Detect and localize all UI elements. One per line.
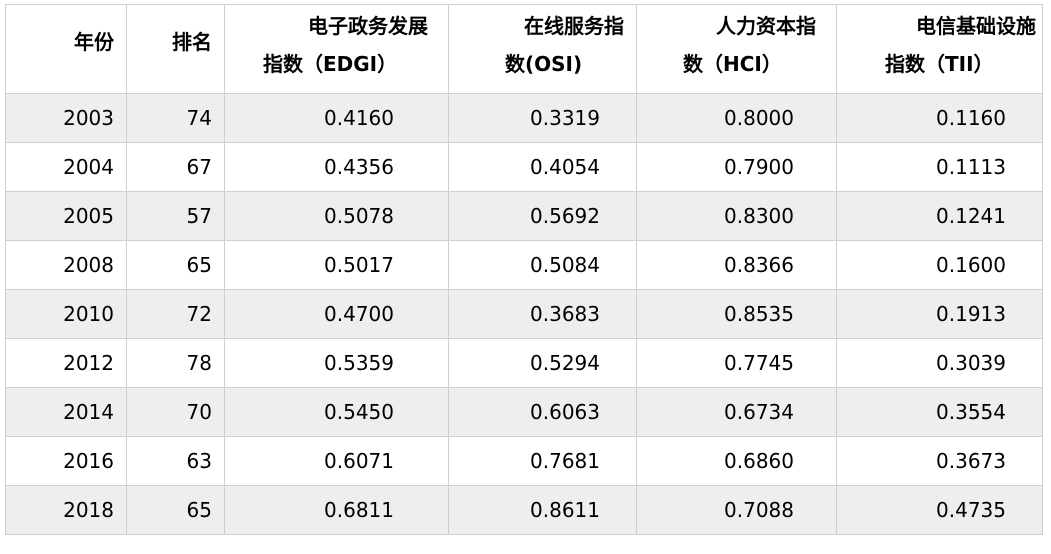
cell-edgi: 0.5078: [224, 191, 449, 241]
header-edgi-wrap: 电子政务发展 指数（EDGI）: [226, 6, 448, 84]
cell-hci: 0.8366: [636, 240, 837, 290]
header-hci-wrap: 人力资本指 数（HCI）: [638, 6, 836, 84]
cell-osi: 0.3683: [448, 289, 637, 339]
cell-tii: 0.3039: [836, 338, 1043, 388]
table-row: 2014 70 0.5450 0.6063 0.6734 0.3554: [5, 387, 1043, 437]
header-edgi-line1: 电子政务发展: [308, 14, 428, 38]
cell-hci: 0.7088: [636, 485, 837, 535]
cell-year: 2014: [5, 387, 127, 437]
header-osi-line2: 数(OSI): [505, 52, 583, 76]
table-row: 2012 78 0.5359 0.5294 0.7745 0.3039: [5, 338, 1043, 388]
cell-rank: 65: [126, 485, 225, 535]
cell-edgi: 0.4356: [224, 142, 449, 192]
cell-year: 2005: [5, 191, 127, 241]
cell-hci: 0.8535: [636, 289, 837, 339]
cell-tii: 0.3673: [836, 436, 1043, 486]
cell-tii: 0.1113: [836, 142, 1043, 192]
cell-edgi: 0.4700: [224, 289, 449, 339]
table-row: 2008 65 0.5017 0.5084 0.8366 0.1600: [5, 240, 1043, 290]
cell-edgi: 0.5359: [224, 338, 449, 388]
cell-rank: 70: [126, 387, 225, 437]
cell-hci: 0.6860: [636, 436, 837, 486]
data-table: 年份 排名 电子政务发展 指数（EDGI） 在线服务指 数(OSI) 人力资本指: [5, 4, 1043, 535]
header-row: 年份 排名 电子政务发展 指数（EDGI） 在线服务指 数(OSI) 人力资本指: [5, 4, 1043, 94]
header-edgi-line2: 指数（EDGI）: [263, 52, 398, 76]
table-row: 2016 63 0.6071 0.7681 0.6860 0.3673: [5, 436, 1043, 486]
cell-edgi: 0.4160: [224, 93, 449, 143]
cell-hci: 0.6734: [636, 387, 837, 437]
cell-year: 2010: [5, 289, 127, 339]
cell-edgi: 0.5017: [224, 240, 449, 290]
header-osi: 在线服务指 数(OSI): [448, 4, 637, 94]
header-hci: 人力资本指 数（HCI）: [636, 4, 837, 94]
cell-rank: 78: [126, 338, 225, 388]
header-tii-line1: 电信基础设施: [916, 14, 1036, 38]
header-tii-line2: 指数（TII）: [885, 52, 994, 76]
header-rank: 排名: [126, 4, 225, 94]
table-header: 年份 排名 电子政务发展 指数（EDGI） 在线服务指 数(OSI) 人力资本指: [5, 4, 1043, 94]
cell-osi: 0.4054: [448, 142, 637, 192]
cell-year: 2016: [5, 436, 127, 486]
cell-rank: 65: [126, 240, 225, 290]
header-hci-line2: 数（HCI）: [683, 52, 782, 76]
table-row: 2004 67 0.4356 0.4054 0.7900 0.1113: [5, 142, 1043, 192]
header-year-label: 年份: [74, 30, 114, 54]
cell-hci: 0.7900: [636, 142, 837, 192]
cell-hci: 0.8300: [636, 191, 837, 241]
cell-year: 2004: [5, 142, 127, 192]
cell-year: 2003: [5, 93, 127, 143]
header-rank-label: 排名: [172, 30, 212, 54]
cell-rank: 74: [126, 93, 225, 143]
cell-tii: 0.1913: [836, 289, 1043, 339]
cell-osi: 0.8611: [448, 485, 637, 535]
cell-tii: 0.1160: [836, 93, 1043, 143]
header-year: 年份: [5, 4, 127, 94]
cell-osi: 0.7681: [448, 436, 637, 486]
table-row: 2005 57 0.5078 0.5692 0.8300 0.1241: [5, 191, 1043, 241]
table-row: 2018 65 0.6811 0.8611 0.7088 0.4735: [5, 485, 1043, 535]
cell-osi: 0.3319: [448, 93, 637, 143]
cell-year: 2018: [5, 485, 127, 535]
cell-rank: 63: [126, 436, 225, 486]
header-edgi: 电子政务发展 指数（EDGI）: [224, 4, 449, 94]
header-tii-wrap: 电信基础设施 指数（TII）: [838, 6, 1042, 84]
table-body: 2003 74 0.4160 0.3319 0.8000 0.1160 2004 67 0.43…: [5, 93, 1043, 535]
header-tii: 电信基础设施 指数（TII）: [836, 4, 1043, 94]
cell-edgi: 0.6071: [224, 436, 449, 486]
cell-tii: 0.4735: [836, 485, 1043, 535]
table-row: 2003 74 0.4160 0.3319 0.8000 0.1160: [5, 93, 1043, 143]
header-hci-line1: 人力资本指: [716, 14, 816, 38]
cell-rank: 57: [126, 191, 225, 241]
cell-hci: 0.7745: [636, 338, 837, 388]
cell-osi: 0.5692: [448, 191, 637, 241]
cell-year: 2012: [5, 338, 127, 388]
table-row: 2010 72 0.4700 0.3683 0.8535 0.1913: [5, 289, 1043, 339]
cell-osi: 0.6063: [448, 387, 637, 437]
cell-tii: 0.1600: [836, 240, 1043, 290]
cell-rank: 72: [126, 289, 225, 339]
cell-hci: 0.8000: [636, 93, 837, 143]
cell-rank: 67: [126, 142, 225, 192]
cell-tii: 0.3554: [836, 387, 1043, 437]
cell-year: 2008: [5, 240, 127, 290]
cell-edgi: 0.5450: [224, 387, 449, 437]
cell-osi: 0.5294: [448, 338, 637, 388]
header-osi-line1: 在线服务指: [524, 14, 624, 38]
cell-edgi: 0.6811: [224, 485, 449, 535]
cell-tii: 0.1241: [836, 191, 1043, 241]
header-osi-wrap: 在线服务指 数(OSI): [450, 6, 636, 84]
cell-osi: 0.5084: [448, 240, 637, 290]
